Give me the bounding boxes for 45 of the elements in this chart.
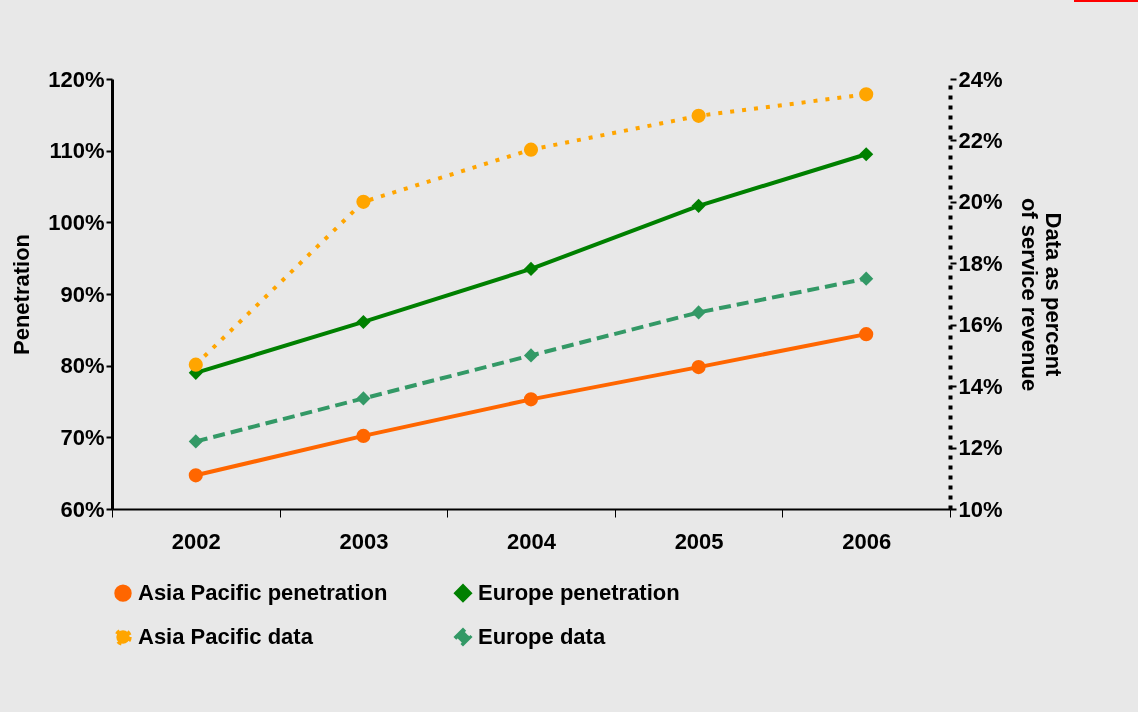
x-tick-label: 2002 [171,528,221,554]
x-tick-label: 2005 [674,528,724,554]
y-tick-label: 80% [60,353,105,379]
y2-tick-label: 10% [958,496,1003,522]
point [188,357,203,372]
point [523,392,539,407]
y2-tick-label: 18% [958,250,1003,276]
y-tick-label: 110% [49,138,105,164]
point [523,348,539,363]
point [188,468,203,483]
y2-tick-label: 20% [958,189,1003,215]
point [691,360,706,375]
y2-tick-label: 24% [958,66,1003,92]
point [859,87,874,102]
legend-label: Europe data [478,624,606,649]
point [691,108,706,123]
point [691,198,706,213]
y-tick-label: 90% [60,281,105,307]
legend-label: Europe penetration [478,580,680,606]
legend-label: Asia Pacific penetration [138,580,388,606]
point [523,142,539,157]
point [691,305,706,320]
y-tick-label: 120% [48,66,105,92]
point [356,314,371,330]
point [356,428,371,443]
x-tick-label: 2006 [842,528,892,554]
y-tick-label: 70% [60,424,105,450]
x-tick-label: 2004 [507,528,557,554]
legend-label: Asia Pacific data [138,624,314,649]
point [859,271,874,286]
y-axis-title: Penetration [9,233,35,356]
y2-tick-label: 14% [958,373,1003,399]
point [859,327,874,342]
point [859,147,874,162]
point [356,391,371,406]
y-tick-label: 100% [48,209,105,235]
point [188,434,203,449]
y-tick-label: 60% [60,496,105,522]
y2-tick-label: 22% [958,127,1003,153]
y2-axis-title: Data as percent of service revenue [1016,197,1066,392]
y2-tick-label: 12% [958,435,1003,461]
x-tick-label: 2003 [339,528,389,554]
point [523,261,539,276]
point [356,194,371,209]
y2-tick-label: 16% [958,312,1003,338]
